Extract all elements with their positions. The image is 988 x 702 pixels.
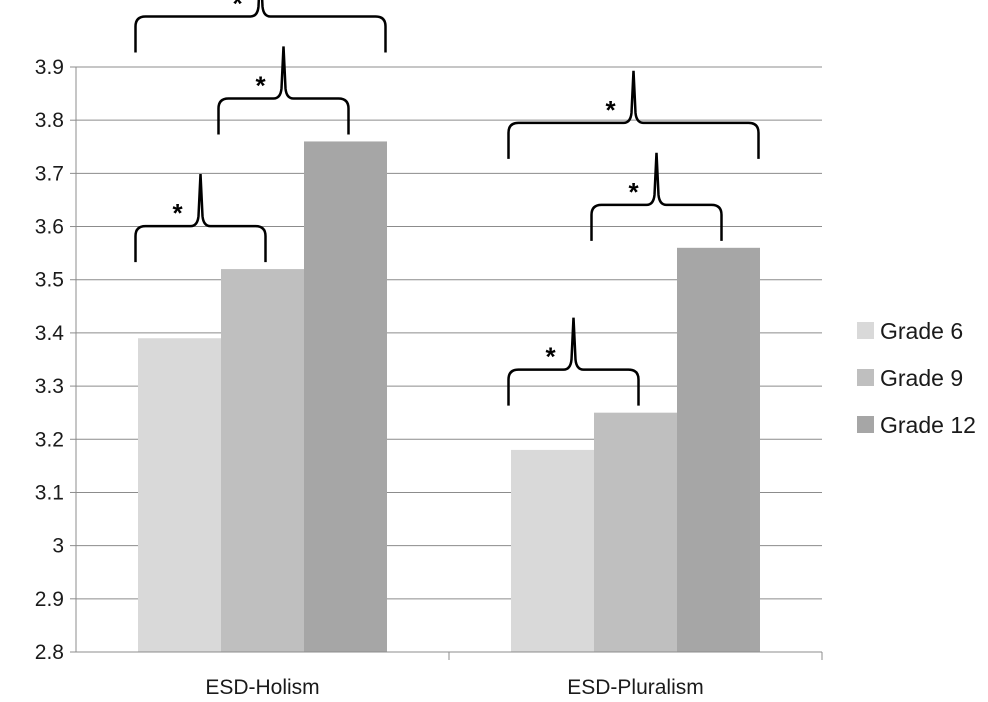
legend-label: Grade 12 [880, 412, 976, 438]
y-tick-label: 3.1 [35, 481, 64, 504]
y-tick-label: 2.8 [35, 641, 64, 664]
significance-brace [590, 152, 723, 241]
y-tick-label: 2.9 [35, 588, 64, 611]
significance-star: * [172, 198, 183, 228]
y-tick-label: 3.3 [35, 375, 64, 398]
legend-label: Grade 6 [880, 318, 963, 344]
bar-grade-6 [138, 338, 221, 652]
bar-grade-12 [304, 141, 387, 653]
bar-grade-6 [511, 449, 594, 652]
y-tick-label: 3 [52, 535, 64, 558]
x-category-label: ESD-Pluralism [567, 676, 704, 699]
significance-brace [217, 46, 350, 135]
bar-grade-12 [677, 247, 760, 652]
axes: 2.8 2.9 3 3.1 3.2 3.3 3.4 3.5 3.6 3.7 3.8 3.9 ESD-Ho… [35, 56, 823, 699]
legend: Grade 6 Grade 9 Grade 12 [857, 318, 976, 438]
bars [138, 141, 760, 653]
significance-star: * [545, 342, 556, 372]
significance-star: * [255, 70, 266, 100]
significance-brace [134, 0, 387, 53]
y-tick-label: 3.9 [35, 56, 64, 79]
y-tick-label: 3.2 [35, 428, 64, 451]
legend-swatch [857, 416, 874, 433]
y-tick-label: 3.6 [35, 216, 64, 239]
bar-grade-9 [221, 269, 304, 652]
y-tick-label: 3.7 [35, 162, 64, 185]
significance-brace [507, 70, 760, 159]
significance-brace [507, 317, 640, 406]
legend-swatch [857, 322, 874, 339]
significance-star: * [628, 177, 639, 207]
bar-grade-9 [594, 412, 677, 652]
legend-label: Grade 9 [880, 365, 963, 391]
significance-braces: * * * * * * [134, 0, 760, 406]
x-category-label: ESD-Holism [205, 676, 319, 699]
significance-brace [134, 174, 267, 263]
significance-star: * [605, 95, 616, 125]
y-tick-label: 3.4 [35, 322, 65, 345]
legend-swatch [857, 369, 874, 386]
y-tick-label: 3.8 [35, 109, 64, 132]
significance-star: * [232, 0, 243, 18]
y-tick-label: 3.5 [35, 269, 64, 292]
